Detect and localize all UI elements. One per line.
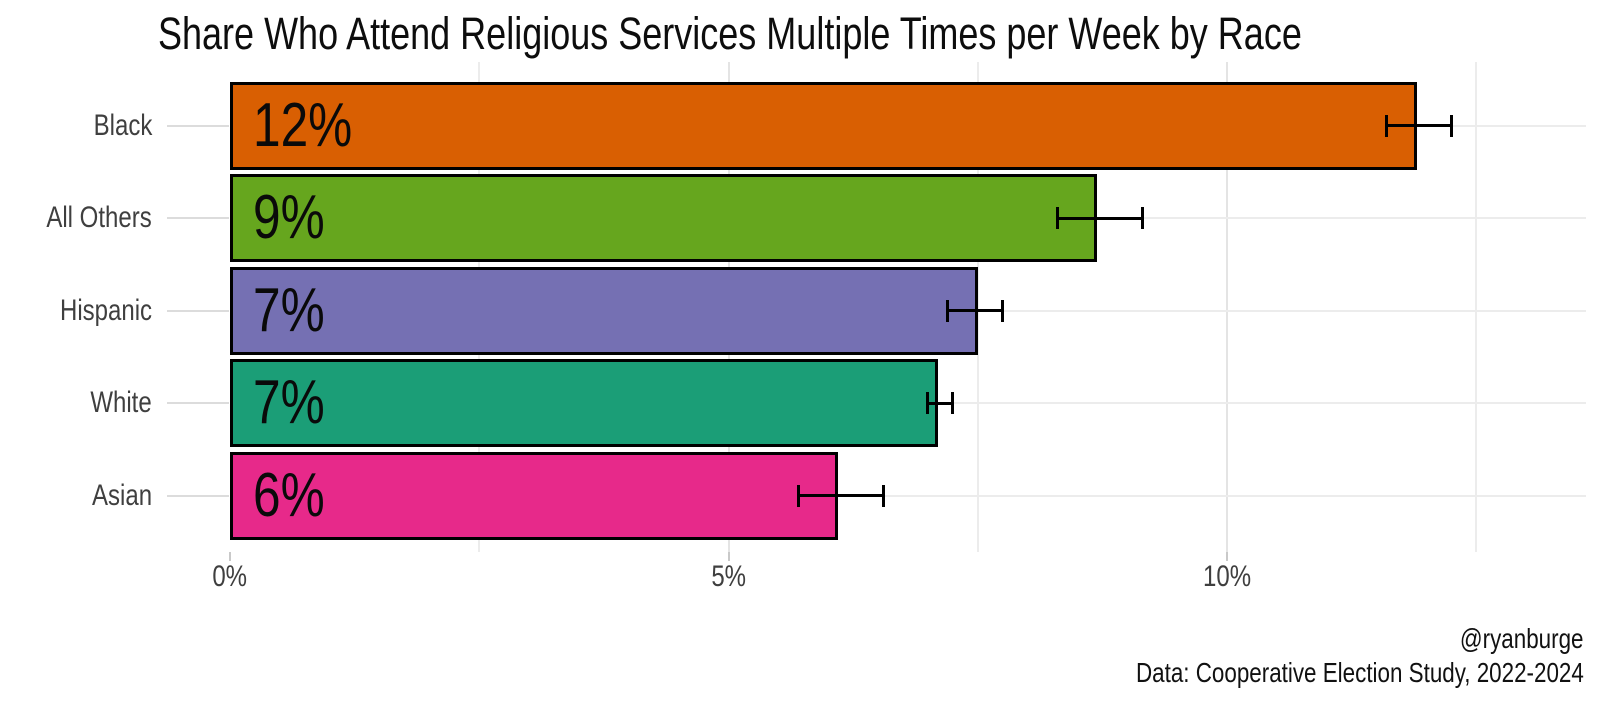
error-bar-line: [798, 494, 884, 498]
error-bar-cap: [881, 484, 885, 507]
bar: 7%: [230, 266, 978, 355]
category-label: Asian: [0, 478, 152, 512]
x-axis-tick-label: 0%: [170, 560, 290, 594]
error-bar-cap: [1449, 114, 1453, 137]
category-label: White: [0, 387, 152, 419]
row-gridline: [230, 494, 1586, 497]
error-bar-cap: [796, 484, 800, 507]
minor-gridline: [1475, 62, 1478, 552]
error-bar-line: [927, 401, 953, 405]
major-gridline: [1226, 62, 1229, 552]
caption-handle: @ryanburge: [1460, 623, 1584, 654]
plot-panel: 12% 9% 7% 7% 6%: [230, 62, 1586, 552]
bar-value-label: 7%: [253, 275, 325, 345]
category-label: Black: [0, 108, 152, 142]
chart-caption: @ryanburge Data: Cooperative Election St…: [1024, 622, 1584, 690]
category-tick-line: [167, 217, 229, 220]
chart-title-text: Share Who Attend Religious Services Mult…: [158, 8, 1302, 59]
error-bar-line: [947, 309, 1003, 313]
error-bar-cap: [926, 392, 930, 415]
x-axis-tick-mark: [727, 552, 730, 561]
x-axis-tick-label-text: 5%: [711, 560, 746, 593]
x-axis-tick-label-text: 10%: [1203, 560, 1252, 593]
category-label-text: White: [90, 386, 152, 420]
category-tick-line: [167, 494, 229, 497]
category-label-text: Hispanic: [59, 293, 152, 327]
x-axis-tick-label-text: 0%: [212, 560, 248, 593]
error-bar-line: [1386, 124, 1452, 127]
category-label: Hispanic: [0, 293, 152, 327]
caption-source: Data: Cooperative Election Study, 2022-2…: [1136, 657, 1584, 688]
error-bar-cap: [1385, 114, 1389, 137]
bar-value-label: 6%: [253, 460, 325, 530]
category-tick-line: [167, 402, 229, 405]
error-bar-cap: [946, 299, 950, 322]
category-tick-line: [167, 124, 229, 127]
bar: 9%: [230, 174, 1097, 263]
x-axis-tick-label: 10%: [1167, 560, 1287, 594]
bar: 6%: [230, 451, 838, 540]
bar: 12%: [230, 81, 1417, 170]
error-bar-cap: [1140, 207, 1144, 230]
x-axis-tick-label: 5%: [669, 560, 789, 594]
category-label-text: Black: [93, 108, 152, 142]
error-bar-cap: [951, 392, 955, 415]
chart-title: Share Who Attend Religious Services Mult…: [158, 8, 1588, 60]
bar-value-label: 9%: [253, 183, 325, 253]
error-bar-cap: [1056, 207, 1060, 230]
bar-value-label: 7%: [253, 368, 325, 438]
bar: 7%: [230, 359, 938, 448]
category-label-text: All Others: [46, 201, 152, 235]
x-axis-tick-mark: [1226, 552, 1229, 561]
category-tick-line: [167, 309, 229, 312]
category-label-text: Asian: [91, 478, 152, 512]
error-bar-cap: [1001, 299, 1005, 322]
error-bar-line: [1057, 216, 1143, 220]
x-axis-tick-mark: [229, 552, 231, 561]
bar-value-label: 12%: [253, 90, 353, 160]
category-label: All Others: [0, 202, 152, 234]
